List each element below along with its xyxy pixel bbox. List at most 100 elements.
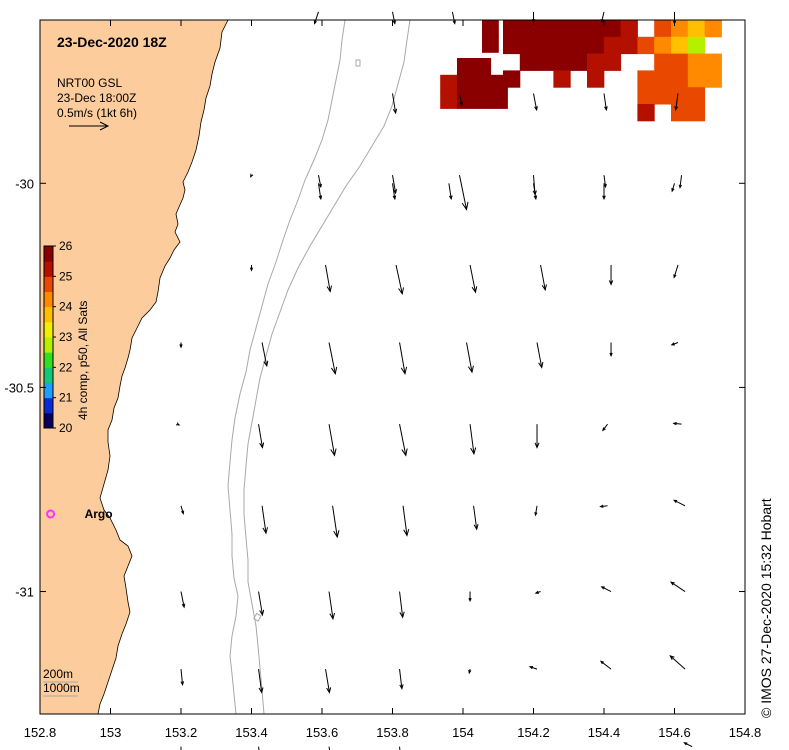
current-arrow	[670, 342, 679, 346]
current-arrow	[176, 422, 181, 426]
current-arrow	[258, 669, 264, 694]
sst-cell	[490, 74, 508, 93]
sst-cell	[654, 20, 672, 38]
sst-cell	[671, 87, 689, 105]
x-tick-label: 154.8	[729, 725, 762, 740]
x-tick-label: 153.8	[376, 725, 409, 740]
sst-cell	[536, 36, 554, 55]
current-arrow	[392, 93, 398, 115]
isobath-1000m	[243, 19, 411, 715]
sst-cell	[482, 20, 499, 37]
sst-cell	[473, 58, 492, 76]
current-arrow	[261, 505, 269, 535]
current-arrow	[402, 505, 410, 537]
colorbar-tick-label: 24	[59, 300, 73, 314]
sst-cell	[687, 53, 706, 71]
sst-cell	[620, 36, 638, 55]
current-arrow	[528, 666, 538, 670]
current-arrow	[669, 581, 686, 592]
current-arrow	[603, 93, 608, 112]
argo-label: Argo	[85, 507, 113, 521]
current-arrow	[328, 424, 337, 457]
sst-cell	[519, 53, 538, 71]
sst-cell	[536, 20, 554, 38]
current-arrow	[249, 264, 254, 272]
sst-cell	[482, 36, 499, 53]
sst-cell	[587, 53, 605, 71]
sst-cell	[704, 20, 722, 38]
sst-cell	[553, 20, 571, 38]
current-arrow	[180, 746, 182, 750]
product-time: 23-Dec 18:00Z	[57, 91, 136, 105]
legend-1000m: 1000m	[43, 681, 80, 695]
sst-cell	[687, 87, 706, 105]
colorbar-swatch	[44, 246, 53, 262]
current-arrow	[392, 183, 397, 201]
current-arrow	[674, 93, 679, 112]
sst-cell	[704, 70, 722, 88]
current-arrow	[328, 342, 338, 375]
colorbar-swatch	[44, 382, 53, 399]
current-arrow	[399, 424, 408, 457]
isobath-200m	[227, 19, 346, 715]
colorbar-tick-label: 26	[59, 239, 73, 253]
sst-cell	[637, 36, 655, 55]
x-tick-label: 154.2	[517, 725, 550, 740]
sst-cell	[440, 74, 458, 93]
current-arrow	[250, 173, 254, 178]
current-vectors	[176, 11, 693, 750]
sst-cell	[671, 53, 689, 71]
colorbar-label: 4h comp, p50, All Sats	[76, 301, 90, 420]
sst-cell	[570, 53, 588, 71]
colorbar-swatch	[44, 306, 53, 323]
sst-cell	[637, 70, 655, 88]
sst-cell	[687, 36, 706, 55]
sst-cell	[570, 20, 588, 38]
sst-cell	[620, 20, 638, 38]
x-tick-label: 154.4	[588, 725, 621, 740]
axis-ticks: 152.8 153 153.2 153.4 153.6 153.8 154 154.2 154.…	[4, 20, 761, 740]
colorbar-swatch	[44, 397, 53, 414]
current-arrow	[608, 264, 614, 286]
sst-cell	[671, 104, 689, 122]
sst-cell	[654, 70, 672, 88]
current-arrow	[258, 591, 265, 617]
sst-cell	[687, 70, 706, 88]
current-arrow	[533, 93, 538, 112]
current-arrow	[599, 504, 608, 508]
current-arrow	[468, 591, 472, 603]
sst-cell	[603, 36, 622, 55]
current-arrow	[602, 423, 608, 432]
sst-cell	[654, 87, 672, 105]
current-arrow	[534, 505, 538, 517]
sst-cell	[587, 36, 605, 55]
map-title: 23-Dec-2020 18Z	[57, 34, 167, 50]
current-arrow	[600, 586, 612, 592]
current-arrow	[317, 175, 322, 189]
argo-float-marker[interactable]	[46, 509, 56, 519]
x-tick-label: 154.6	[658, 725, 691, 740]
sst-cell	[654, 36, 672, 55]
y-tick-label: -30	[15, 176, 34, 191]
current-arrow	[473, 505, 479, 531]
sst-cell	[603, 20, 622, 38]
current-arrow	[399, 342, 408, 375]
current-arrow	[540, 264, 547, 292]
sst-cell	[536, 53, 554, 71]
sst-cell	[490, 91, 508, 109]
sst-layer	[440, 20, 722, 122]
colorbar-swatch	[44, 321, 53, 338]
y-tick-label: -31	[15, 585, 34, 600]
x-tick-label: 153.6	[306, 725, 339, 740]
current-arrow	[317, 183, 323, 201]
current-arrow	[325, 264, 333, 293]
current-arrow	[609, 342, 613, 358]
sst-colorbar: 26 25 24 23 22 21 20	[43, 239, 73, 435]
sst-cell	[473, 74, 492, 93]
colorbar-swatch	[44, 352, 53, 368]
colorbar-tick-label: 22	[59, 360, 73, 374]
x-tick-label: 152.8	[24, 725, 57, 740]
shoal-marker-2	[253, 612, 262, 622]
current-arrow	[448, 183, 453, 201]
